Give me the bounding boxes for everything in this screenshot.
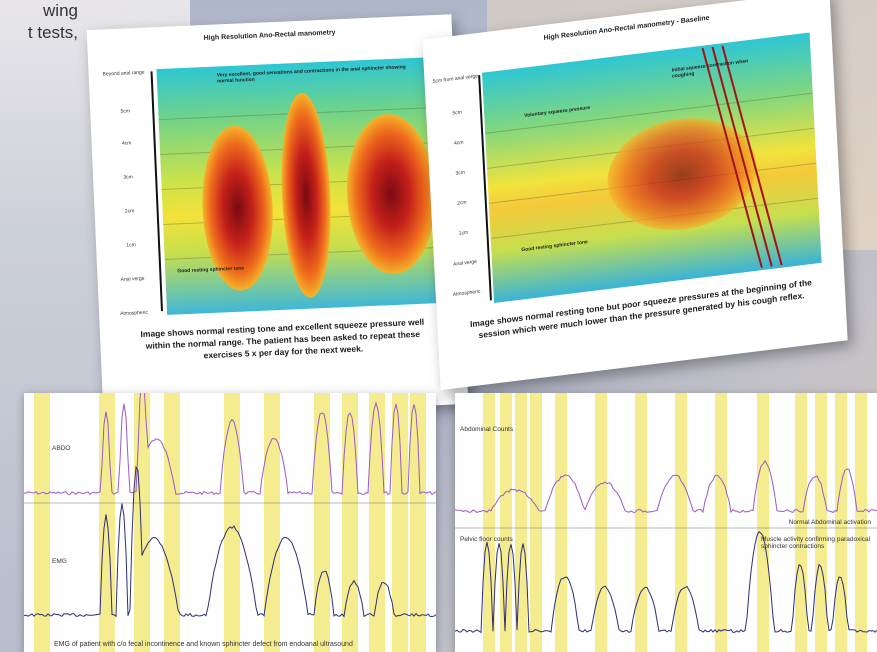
axis-label: Anal verge [453, 258, 478, 268]
activity-band [224, 393, 240, 652]
activity-bands [34, 393, 426, 652]
axis-label: Atmospheric [120, 309, 149, 317]
activity-band [815, 393, 827, 652]
partial-body-text: wing t tests, [0, 0, 78, 44]
activity-band [410, 393, 426, 652]
abdominal-trace [24, 393, 436, 496]
axis-label: Anal verge [120, 275, 145, 283]
axis-label: 2cm [457, 199, 467, 207]
activity-band [635, 393, 647, 652]
activity-band [342, 393, 358, 652]
activity-band [835, 393, 847, 652]
axis-label: 5cm [452, 109, 462, 117]
activity-band [369, 393, 385, 652]
trace-label-top: Abdominal Counts [460, 426, 514, 433]
partial-text-line-1: wing [43, 1, 78, 20]
axis-label: 1cm [458, 229, 469, 237]
activity-band [795, 393, 807, 652]
emg-caption: EMG of patient with c/o fecal incontinen… [54, 641, 353, 648]
activity-band [715, 393, 727, 652]
axis-label: 4cm [453, 139, 464, 147]
activity-band [392, 393, 408, 652]
axis-label: 4cm [121, 140, 132, 147]
activity-band [530, 393, 542, 652]
annotation-voluntary-squeeze: Voluntary squeeze pressure [524, 104, 591, 119]
axis-label: 3cm [123, 174, 133, 181]
pelvic-floor-trace [455, 530, 877, 634]
axis-label: 2cm [124, 208, 135, 215]
pressure-heatmap: Voluntary squeeze pressure Initial squee… [482, 32, 822, 304]
activity-band [757, 393, 769, 652]
axis-label: 3cm [455, 169, 466, 177]
abdominal-trace [455, 459, 877, 514]
activity-band [483, 393, 495, 652]
axis-label: 5cm [120, 108, 131, 115]
axis-label: Atmospheric [452, 288, 481, 298]
activity-band [675, 393, 687, 652]
axis-label: 1cm [126, 242, 136, 249]
activity-band [595, 393, 607, 652]
trace-label-mid: Normal Abdominal activation [788, 519, 871, 526]
squeeze-pressure-blob [277, 91, 335, 299]
activity-band [264, 393, 280, 652]
trace-note: Muscle activity confirming paradoxical s… [761, 536, 871, 550]
activity-band [34, 393, 50, 652]
manometry-card-normal: High Resolution Ano-Rectal manometry Bey… [86, 14, 469, 420]
activity-band [314, 393, 330, 652]
card-title: High Resolution Ano-Rectal manometry [203, 29, 336, 43]
trace-label-bottom: EMG [52, 558, 67, 565]
pressure-heatmap: Very excellent, good sensations and cont… [156, 56, 452, 315]
trace-label-bottom: Pelvic floor counts [460, 536, 513, 543]
activity-band [164, 393, 180, 652]
activity-band [555, 393, 567, 652]
annotation-top: Very excellent, good sensations and cont… [216, 64, 406, 85]
emg-trace [24, 465, 436, 618]
emg-trace-panel-left: ABDO EMG EMG of patient with c/o fecal i… [24, 393, 436, 652]
activity-band [134, 393, 150, 652]
activity-band [855, 393, 867, 652]
emg-trace-panel-right: Abdominal Counts Normal Abdominal activa… [455, 393, 877, 652]
axis-label: Beyond anal range [102, 69, 145, 78]
partial-text-line-2: t tests, [27, 23, 78, 42]
annotation-resting-tone: Good resting sphincter tone [521, 239, 588, 254]
activity-bands [483, 393, 867, 652]
axis-label: 5cm from anal verge [432, 73, 479, 85]
emg-trace-svg [24, 393, 436, 652]
emg-trace-svg [455, 393, 877, 652]
card-caption: Image shows normal resting tone and exce… [140, 316, 425, 361]
trace-label-top: ABDO [52, 445, 71, 452]
manometry-card-baseline: High Resolution Ano-Rectal manometry - B… [422, 0, 848, 391]
activity-band [515, 393, 527, 652]
